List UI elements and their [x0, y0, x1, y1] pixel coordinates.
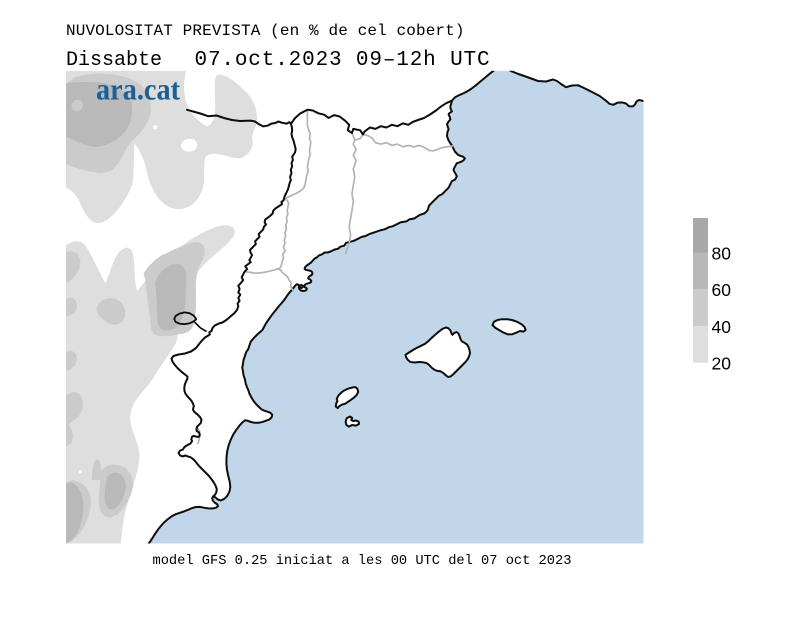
svg-text:ara.cat: ara.cat — [96, 72, 181, 107]
svg-text:07.oct.2023 09–12h UTC: 07.oct.2023 09–12h UTC — [195, 49, 491, 72]
svg-text:NUVOLOSITAT PREVISTA (en % de: NUVOLOSITAT PREVISTA (en % de cel cobert… — [66, 22, 465, 40]
svg-text:20: 20 — [712, 354, 732, 374]
svg-text:Dissabte: Dissabte — [66, 49, 162, 72]
svg-text:60: 60 — [712, 280, 732, 300]
svg-text:40: 40 — [712, 317, 732, 337]
svg-text:80: 80 — [712, 244, 732, 264]
svg-text:model GFS 0.25 iniciat a les 0: model GFS 0.25 iniciat a les 00 UTC del … — [153, 554, 572, 569]
